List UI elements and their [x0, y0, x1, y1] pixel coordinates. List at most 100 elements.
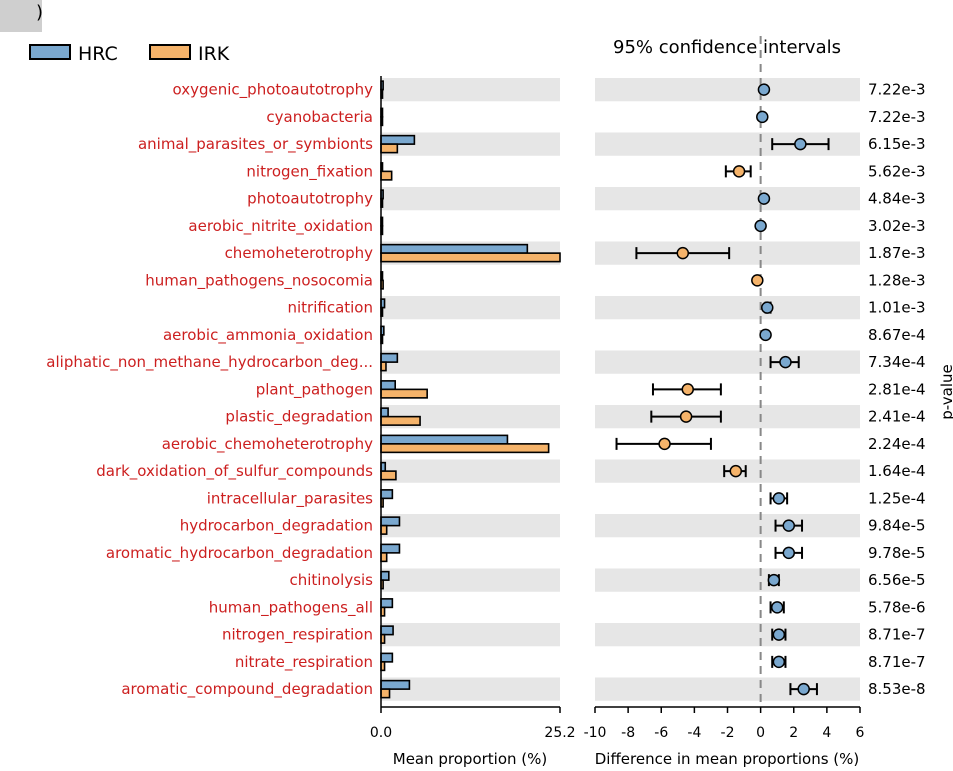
- right-x-tick-label: -10: [584, 725, 607, 741]
- row-band-left: [381, 623, 560, 647]
- bar-hrc: [380, 134, 416, 145]
- row-band-right: [595, 514, 860, 538]
- bar-irk: [380, 524, 388, 535]
- row-band-left: [381, 568, 560, 592]
- legend-label-hrc: HRC: [78, 43, 118, 65]
- bar-hrc: [380, 570, 390, 581]
- p-value: 5.62e-3: [868, 162, 926, 180]
- bar-irk: [380, 170, 393, 181]
- bar-hrc: [380, 380, 397, 391]
- row-band-right: [595, 78, 860, 102]
- row-band-right: [595, 132, 860, 156]
- p-value: 6.56e-5: [868, 571, 926, 589]
- p-value: 7.22e-3: [868, 108, 926, 126]
- p-value: 9.84e-5: [868, 517, 926, 535]
- legend-label-irk: IRK: [198, 43, 230, 65]
- row-band-left: [381, 132, 560, 156]
- row-band-right: [595, 296, 860, 320]
- row-band-left: [381, 514, 560, 538]
- ci-point: [779, 355, 792, 369]
- category-label: nitrogen_respiration: [222, 626, 373, 645]
- row-band-right: [595, 405, 860, 429]
- p-value: 1.01e-3: [868, 299, 926, 317]
- bar-hrc: [380, 407, 389, 418]
- ci-point: [729, 464, 743, 478]
- category-label: hydrocarbon_degradation: [180, 517, 373, 536]
- bar-irk: [380, 688, 391, 699]
- p-value: 5.78e-6: [868, 598, 926, 616]
- bar-hrc: [380, 598, 394, 609]
- p-value: 7.22e-3: [868, 81, 926, 99]
- ci-point: [658, 437, 671, 451]
- category-label: animal_parasites_or_symbionts: [138, 135, 373, 154]
- p-value: 8.53e-8: [868, 680, 926, 698]
- bar-hrc: [380, 516, 401, 527]
- legend-swatch-irk: [149, 44, 191, 60]
- bar-irk: [380, 443, 550, 454]
- bar-irk: [380, 415, 421, 426]
- ci-point: [782, 546, 796, 560]
- category-label: nitrification: [287, 299, 373, 317]
- ci-point: [681, 383, 694, 396]
- left-x-tick-label: 0.0: [370, 725, 392, 741]
- ci-point: [772, 628, 786, 641]
- row-band-left: [381, 78, 560, 102]
- bar-hrc: [380, 543, 401, 554]
- bar-irk: [380, 470, 397, 481]
- p-value-column: 7.22e-3 7.22e-3 6.15e-3 5.62e-3 4.84e-3 3.02e…: [868, 81, 953, 699]
- category-label: chitinolysis: [290, 571, 374, 589]
- category-label: plastic_degradation: [225, 408, 373, 427]
- category-label: aromatic_compound_degradation: [121, 680, 373, 699]
- category-labels: oxygenic_photoautotrophy cyanobacteria ani…: [46, 81, 373, 700]
- bar-hrc: [380, 489, 394, 500]
- right-x-tick-label: -6: [654, 725, 668, 741]
- ci-point: [797, 682, 810, 696]
- ci-point: [754, 219, 767, 233]
- ci-point: [772, 492, 786, 505]
- legend-swatch-hrc: [29, 44, 71, 60]
- p-value: 8.71e-7: [868, 626, 926, 644]
- ci-point: [759, 328, 772, 342]
- bar-hrc: [380, 679, 411, 690]
- row-band-left: [381, 405, 560, 429]
- row-band-right: [595, 350, 860, 374]
- left-x-axis-title: Mean proportion (%): [393, 750, 548, 768]
- right-x-tick-label: 4: [822, 725, 831, 741]
- bar-hrc: [380, 243, 529, 254]
- ci-title: 95% confidence intervals: [613, 37, 841, 58]
- mean-proportion-plot: 0.0 25.2 Mean proportion (%): [370, 76, 576, 768]
- p-value: 1.87e-3: [868, 244, 926, 262]
- row-band-right: [595, 568, 860, 592]
- bar-hrc: [380, 352, 399, 363]
- p-value: 2.24e-4: [868, 435, 926, 453]
- ci-point: [732, 165, 746, 178]
- ci-point: [756, 110, 769, 124]
- row-band-right: [595, 187, 860, 211]
- ci-point: [772, 655, 786, 669]
- category-label: cyanobacteria: [266, 108, 373, 126]
- p-value: 1.28e-3: [868, 271, 926, 289]
- ci-point: [782, 519, 796, 532]
- p-value: 4.84e-3: [868, 190, 926, 208]
- category-label: plant_pathogen: [256, 380, 373, 399]
- category-label: aerobic_chemoheterotrophy: [162, 435, 373, 454]
- panel-label-tag: ): [0, 0, 43, 32]
- p-value: 1.64e-4: [868, 462, 926, 480]
- p-value: 8.71e-7: [868, 653, 926, 671]
- right-x-tick-label: -2: [721, 725, 735, 741]
- ci-point: [767, 573, 781, 587]
- category-label: aromatic_hydrocarbon_degradation: [106, 544, 373, 563]
- category-label: intracellular_parasites: [207, 489, 373, 508]
- right-x-tick-label: 6: [856, 725, 865, 741]
- row-band-left: [381, 350, 560, 374]
- right-x-tick-label: 2: [789, 725, 798, 741]
- category-label: aliphatic_non_methane_hydrocarbon_deg...: [46, 353, 373, 372]
- row-band-left: [381, 187, 560, 211]
- left-x-tick-label: 25.2: [544, 725, 575, 741]
- bar-hrc: [380, 652, 394, 663]
- right-x-tick-label: 0: [756, 725, 765, 741]
- right-x-axis-title: Difference in mean proportions (%): [595, 750, 860, 768]
- row-band-right: [595, 677, 860, 701]
- bar-hrc: [380, 434, 509, 445]
- bar-irk: [380, 388, 428, 399]
